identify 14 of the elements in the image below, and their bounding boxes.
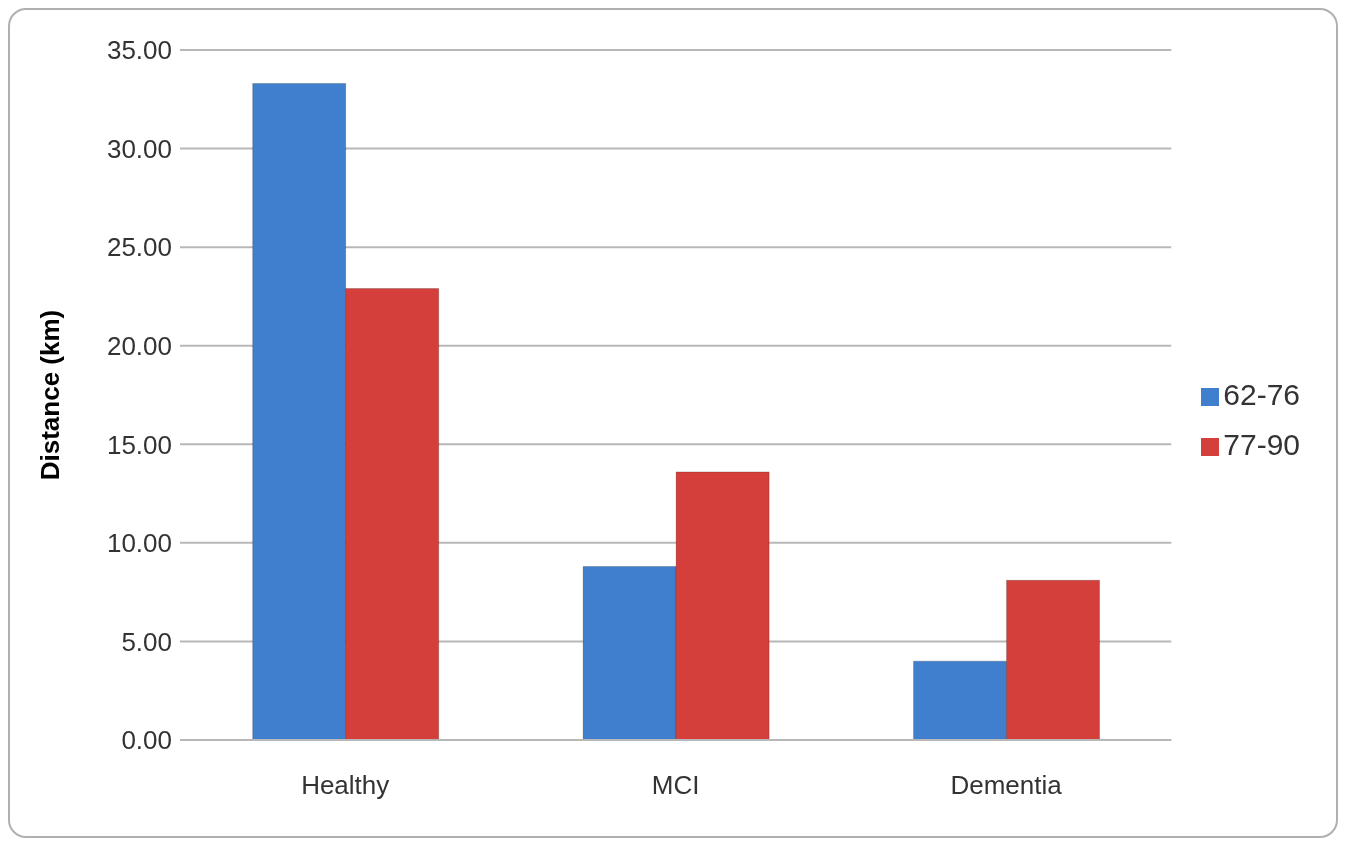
legend-label: 62-76 [1223, 378, 1300, 411]
y-tick-label: 15.00 [106, 429, 172, 460]
x-tick-label: Dementia [950, 770, 1063, 801]
y-tick-label: 10.00 [106, 528, 172, 559]
legend-label: 77-90 [1223, 428, 1300, 461]
y-tick-label: 35.00 [106, 35, 172, 66]
y-tick-label: 5.00 [121, 626, 172, 657]
y-axis-title: Distance (km) [35, 309, 66, 481]
y-tick-label: 30.00 [106, 133, 172, 164]
y-tick-label: 20.00 [106, 330, 172, 361]
y-tick-label: 0.00 [121, 725, 172, 756]
y-tick-label: 25.00 [106, 232, 172, 263]
x-tick-label: MCI [651, 770, 700, 801]
x-tick-label: Healthy [301, 770, 390, 801]
